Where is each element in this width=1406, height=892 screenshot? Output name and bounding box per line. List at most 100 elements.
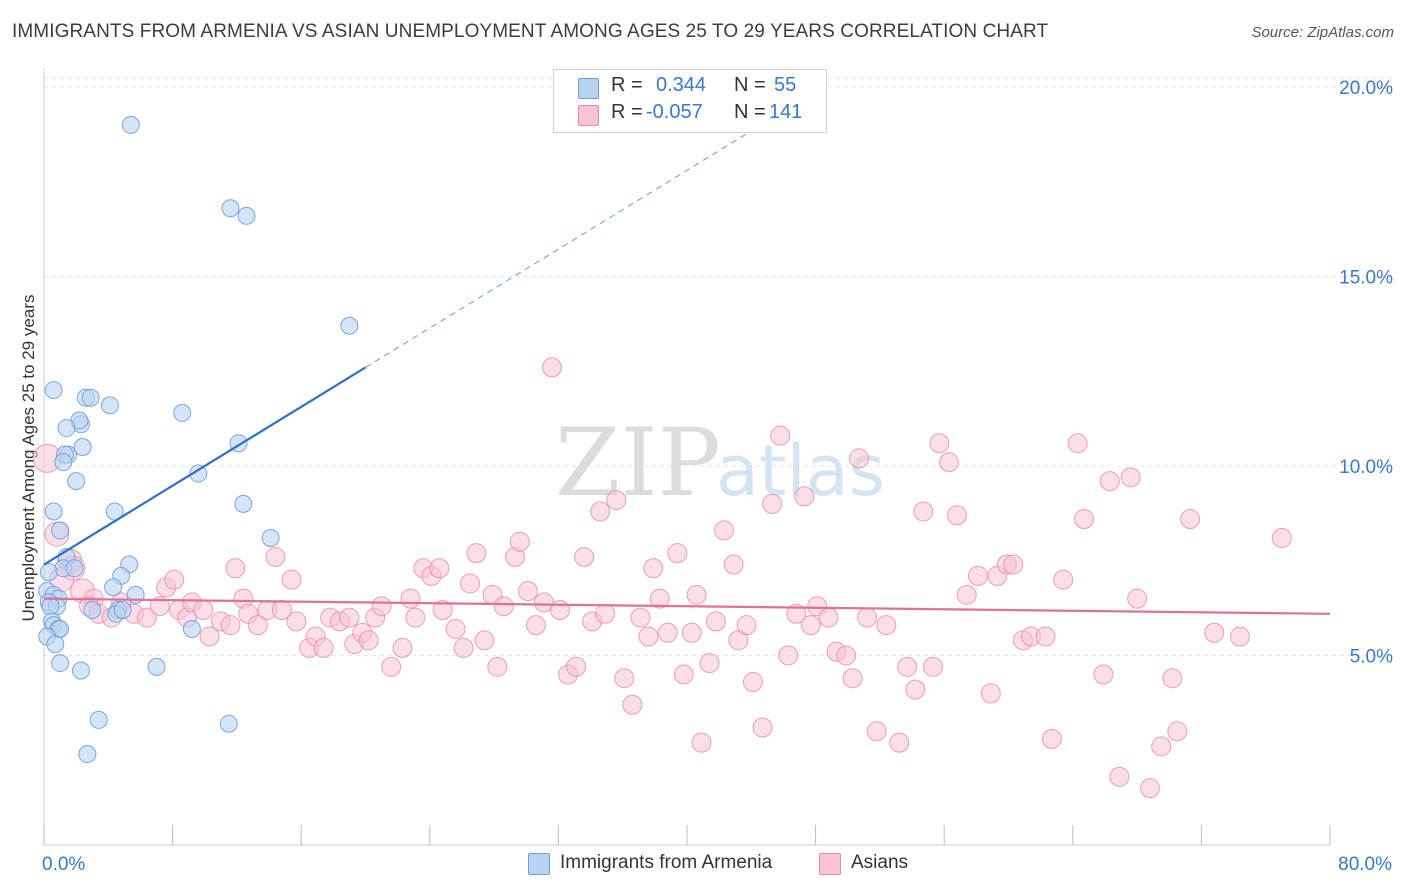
x-tick-label: 80.0% (1338, 854, 1392, 875)
asians-point (762, 493, 783, 514)
asians-point (550, 600, 571, 621)
asians-point (606, 490, 627, 511)
armenia-swatch (578, 78, 599, 99)
asians-point (876, 615, 897, 636)
armenia-point (173, 403, 192, 422)
r-label: R = (611, 101, 643, 123)
asians-point (220, 615, 241, 636)
armenia-point (234, 494, 253, 513)
armenia-point (121, 115, 140, 134)
r-label: R = (611, 74, 643, 96)
asians-point (842, 668, 863, 689)
armenia-point (44, 381, 63, 400)
armenia-legend-swatch (528, 853, 550, 875)
asians-point (199, 626, 220, 647)
r-value: 0.344 (656, 74, 707, 96)
armenia-point (67, 472, 86, 491)
asians-point (980, 683, 1001, 704)
asians-point (149, 596, 170, 617)
asians-point (657, 622, 678, 643)
asians-point (699, 653, 720, 674)
asians-point (913, 501, 934, 522)
y-tick-label: 15.0% (1339, 267, 1393, 288)
asians-point (1099, 471, 1120, 492)
asians-point (487, 656, 508, 677)
asians-point (800, 615, 821, 636)
asians-point (339, 607, 360, 628)
asians-point (967, 565, 988, 586)
asians-point (1167, 721, 1188, 742)
asians-point (742, 672, 763, 693)
asians-point (400, 588, 421, 609)
armenia-points (38, 115, 359, 764)
tick-labels: 5.0% 10.0% 15.0% 20.0% 0.0% 80.0% (42, 78, 1393, 875)
asians-point (193, 600, 214, 621)
y-tick-label: 5.0% (1350, 646, 1393, 667)
asians-point (736, 615, 757, 636)
asians-point (493, 596, 514, 617)
asians-point (667, 543, 688, 564)
asians-point (392, 637, 413, 658)
source-note: Source: ZipAtlas.com (1251, 24, 1394, 41)
asians-point (590, 501, 611, 522)
asians-point (643, 558, 664, 579)
asians-point (247, 615, 268, 636)
watermark: ZIP atlas (555, 409, 885, 518)
asians-point (1204, 622, 1225, 643)
asians-point (1041, 728, 1062, 749)
n-label: N = (734, 101, 766, 123)
asians-point (638, 626, 659, 647)
asians-point (1180, 509, 1201, 530)
armenia-point (221, 199, 240, 218)
armenia-point (83, 601, 102, 620)
asians-point (459, 573, 480, 594)
asians-point (1035, 626, 1056, 647)
asians-point (566, 656, 587, 677)
asians-point (786, 603, 807, 624)
asians-point (225, 558, 246, 579)
asians-point (905, 679, 926, 700)
asians-points (32, 357, 1292, 799)
armenia-point (51, 654, 70, 673)
n-value: 141 (769, 101, 803, 123)
asians-point (136, 607, 157, 628)
asians-point (686, 584, 707, 605)
asians-point (939, 452, 960, 473)
asians-point (857, 607, 878, 628)
asians-point (889, 732, 910, 753)
armenia-point (261, 528, 280, 547)
asians-point (866, 721, 887, 742)
asians-point (371, 596, 392, 617)
legend-label: Immigrants from Armenia (560, 852, 773, 873)
x-tick-label: 0.0% (42, 854, 85, 875)
armenia-point (113, 601, 132, 620)
y-tick-label: 10.0% (1339, 457, 1393, 478)
armenia-trend-line (43, 366, 367, 566)
asians-point (1093, 664, 1114, 685)
gridlines (44, 77, 1392, 656)
asians-point (1074, 509, 1095, 530)
asians-point (836, 645, 857, 666)
n-value: 55 (774, 74, 797, 96)
asians-point (691, 732, 712, 753)
asians-point (595, 603, 616, 624)
armenia-point (73, 438, 92, 457)
asians-point (818, 607, 839, 628)
armenia-point (46, 635, 65, 654)
asians-point (922, 656, 943, 677)
asians-point (286, 611, 307, 632)
asians-point (1120, 467, 1141, 488)
armenia-point (340, 316, 359, 335)
asians-point (1053, 569, 1074, 590)
armenia-point (78, 745, 97, 764)
armenia-point (39, 563, 58, 582)
r-value: -0.057 (646, 101, 703, 123)
asians-point (541, 357, 562, 378)
asians-point (770, 425, 791, 446)
asians-point (432, 600, 453, 621)
armenia-trend-extension (365, 130, 752, 368)
asians-point (681, 622, 702, 643)
armenia-point (71, 661, 90, 680)
asians-legend-swatch (819, 853, 841, 875)
